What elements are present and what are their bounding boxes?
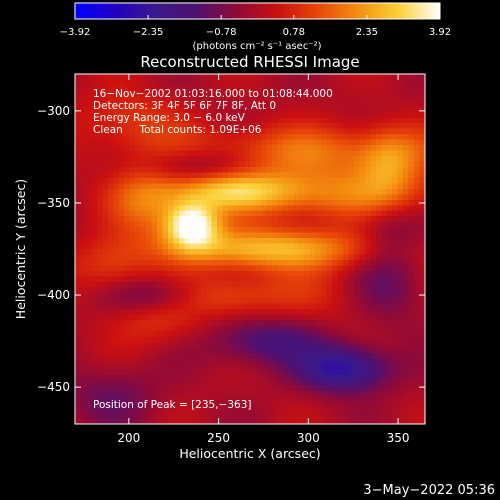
x-tick-label: 200 (117, 431, 140, 445)
annotation-clean-counts: Clean Total counts: 1.09E+06 (93, 124, 262, 136)
colorbar-label: (photons cm⁻² s⁻¹ asec⁻²) (192, 41, 321, 52)
colorbar-tick-label: 0.78 (283, 27, 305, 38)
x-tick-label: 350 (387, 431, 410, 445)
colorbar-tick-label: −2.35 (133, 27, 164, 38)
y-axis-ticks: −300 −350 −400 −450 (37, 104, 425, 394)
annotation-peak-position: Position of Peak = [235,−363] (93, 399, 252, 411)
colorbar-ticks: −3.92 −2.35 −0.78 0.78 2.35 3.92 (60, 15, 451, 38)
x-tick-label: 250 (207, 431, 230, 445)
colorbar-frame (74, 2, 441, 20)
colorbar-tick-label: −0.78 (206, 27, 237, 38)
colorbar-tick-label: −3.92 (60, 27, 91, 38)
colorbar-tick-label: 2.35 (356, 27, 378, 38)
y-tick-label: −300 (37, 104, 70, 118)
colorbar: −3.92 −2.35 −0.78 0.78 2.35 3.92 (photons cm⁻… (60, 2, 451, 52)
x-axis-ticks: 200 250 300 350 (117, 74, 410, 445)
plot-area: 200 250 300 350 −300 −350 −400 −450 (37, 73, 426, 445)
x-tick-label: 300 (297, 431, 320, 445)
plot-frame (74, 73, 426, 425)
colorbar-tick-label: 3.92 (429, 27, 451, 38)
annotation-energy-range: Energy Range: 3.0 − 6.0 keV (93, 112, 246, 124)
y-axis-label: Heliocentric Y (arcsec) (13, 179, 28, 319)
y-tick-label: −350 (37, 196, 70, 210)
info-annotations: 16−Nov−2002 01:03:16.000 to 01:08:44.000… (93, 88, 333, 411)
x-axis-label: Heliocentric X (arcsec) (179, 446, 320, 461)
annotation-time-range: 16−Nov−2002 01:03:16.000 to 01:08:44.000 (93, 88, 333, 100)
chart-title: Reconstructed RHESSI Image (140, 53, 359, 71)
y-tick-label: −450 (37, 380, 70, 394)
heatmap-image (75, 74, 425, 424)
annotation-detectors: Detectors: 3F 4F 5F 6F 7F 8F, Att 0 (93, 100, 276, 112)
y-tick-label: −400 (37, 288, 70, 302)
colorbar-bar (75, 3, 440, 19)
footer-date: 3−May−2022 05:36 (363, 483, 495, 498)
